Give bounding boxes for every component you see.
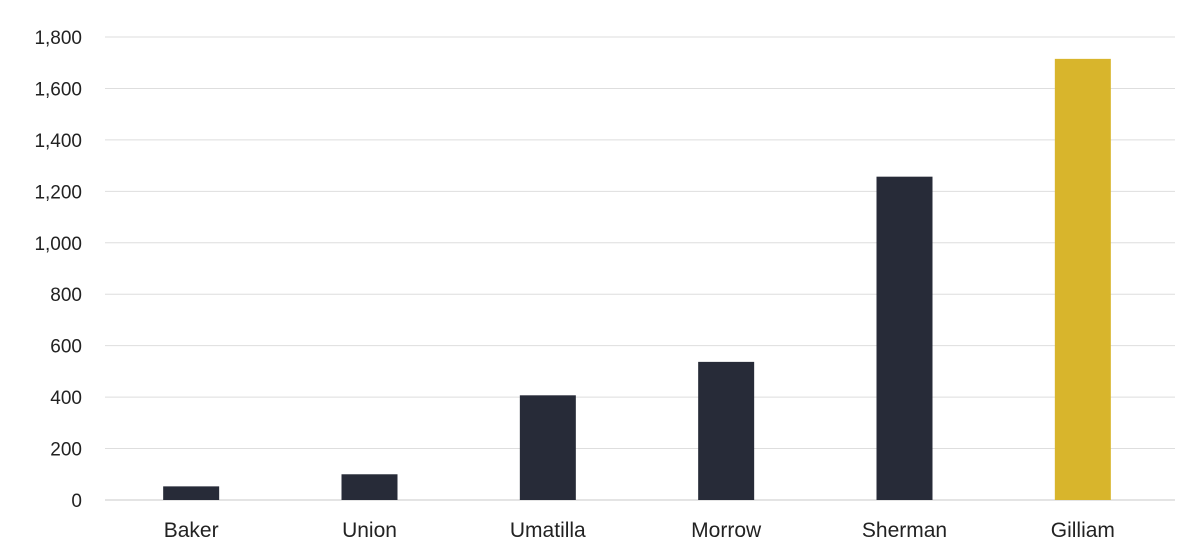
y-tick-label: 600 bbox=[50, 337, 82, 358]
bar-umatilla bbox=[519, 395, 576, 500]
x-category-label: Morrow bbox=[691, 519, 762, 542]
x-axis-category-labels: Baker Union Umatilla Morrow Sherman Gilliam bbox=[164, 519, 1115, 542]
x-category-label: Sherman bbox=[862, 519, 947, 542]
y-tick-label: 200 bbox=[50, 440, 82, 461]
x-category-label: Baker bbox=[164, 519, 219, 542]
y-tick-label: 800 bbox=[50, 285, 82, 306]
x-category-label: Umatilla bbox=[510, 519, 586, 542]
y-tick-label: 0 bbox=[71, 491, 82, 512]
bar-gilliam bbox=[1054, 58, 1111, 500]
y-tick-label: 400 bbox=[50, 388, 82, 409]
y-tick-label: 1,200 bbox=[34, 182, 82, 203]
grid-lines bbox=[105, 36, 1175, 501]
y-axis-tick-labels: 0 200 400 600 800 1,000 1,200 1,400 1,600 1,800 bbox=[34, 28, 82, 512]
bar-sherman bbox=[876, 176, 933, 500]
bar-union bbox=[341, 474, 398, 500]
y-tick-label: 1,000 bbox=[34, 234, 82, 255]
bars bbox=[163, 58, 1111, 500]
y-tick-label: 1,400 bbox=[34, 131, 82, 152]
x-category-label: Union bbox=[342, 519, 397, 542]
y-tick-label: 1,600 bbox=[34, 79, 82, 100]
bar-morrow bbox=[698, 361, 755, 500]
bar-baker bbox=[163, 486, 220, 500]
y-tick-label: 1,800 bbox=[34, 28, 82, 49]
x-category-label: Gilliam bbox=[1051, 519, 1115, 542]
